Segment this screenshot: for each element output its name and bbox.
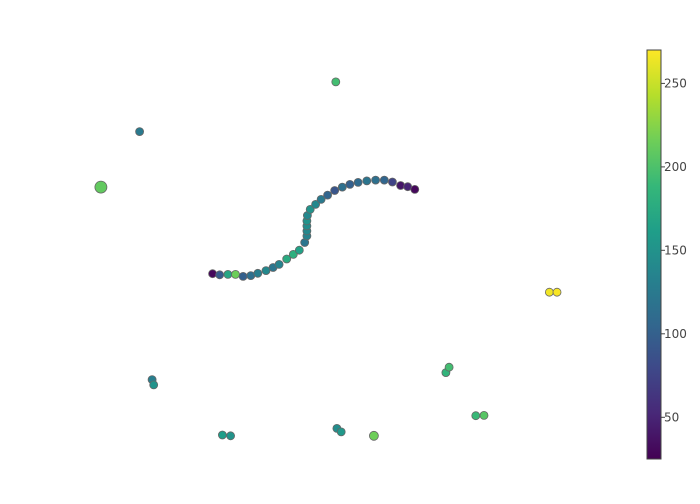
colorbar-tick-label-0: 50 [664,410,679,424]
colorbar-tick-label-4: 250 [664,76,687,90]
scatter-point-4 [238,271,248,281]
scatter-point-20 [311,199,321,209]
scatter-point-0 [208,269,218,279]
scatter-point-22 [323,190,333,200]
scatter-point-35 [135,127,145,137]
scatter-point-23 [330,186,340,195]
scatter-point-9 [274,259,284,269]
colorbar-tick-label-3: 200 [664,160,687,174]
scatter-point-45 [217,430,227,440]
scatter-point-40 [149,380,159,390]
colorbar-scale [646,49,662,460]
scatter-point-31 [396,181,406,190]
scatter-point-42 [444,362,454,372]
scatter-point-36 [94,180,108,194]
scatter-point-34 [331,77,341,87]
scatter-point-43 [471,411,481,421]
scatter-point-49 [368,430,379,441]
scatter-point-33 [410,184,420,194]
colorbar: 50 100 150 200 250 [646,49,687,460]
scatter-point-3 [231,269,240,279]
scatter-point-48 [336,427,346,437]
scatter-point-19 [305,204,315,214]
scatter-point-28 [371,175,381,185]
scatter-point-44 [479,410,489,420]
plot-area [94,77,562,441]
colorbar-ticks: 50 100 150 200 250 [661,76,687,424]
scatter-point-10 [282,254,292,264]
scatter-point-26 [353,177,363,187]
scatter-point-46 [226,431,236,441]
scatter-point-21 [316,194,326,204]
colorbar-tick-label-2: 150 [664,243,687,257]
scatter-point-6 [253,268,263,278]
scatter-point-37 [545,287,554,297]
scatter-point-1 [215,270,225,280]
scatter-point-12 [294,245,304,255]
scatter-point-29 [379,175,389,185]
scatter-point-2 [223,269,233,279]
scatter-point-25 [345,179,355,189]
scatter-point-27 [362,176,372,186]
colorbar-tick-label-1: 100 [664,327,687,341]
scatter-point-24 [337,182,347,192]
scatter-point-38 [552,287,562,297]
scatter-point-30 [387,177,397,187]
scatter-point-11 [288,249,298,259]
